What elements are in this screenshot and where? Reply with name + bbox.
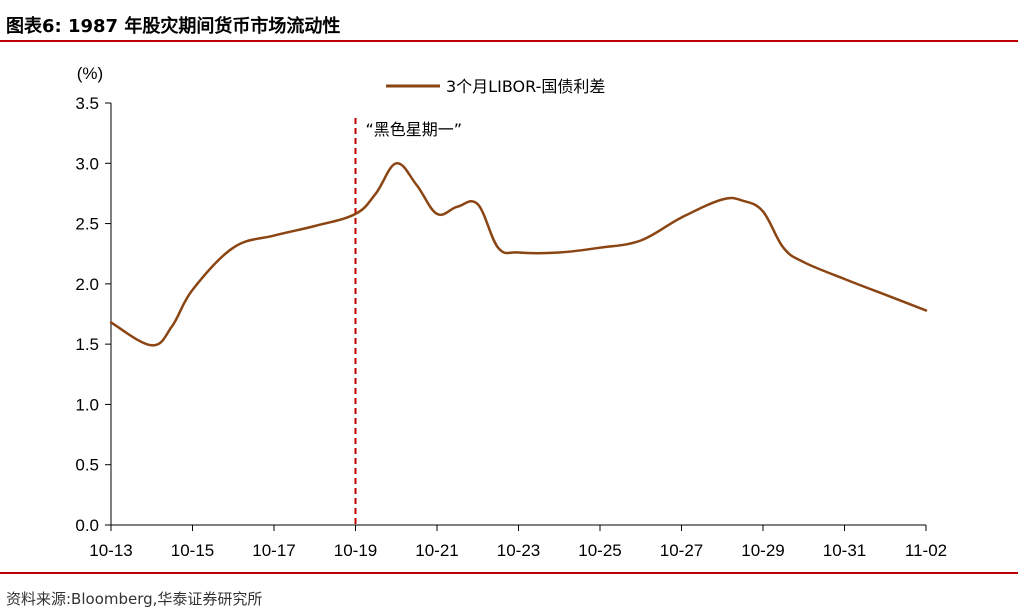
y-tick-label: 0.5 bbox=[75, 456, 99, 475]
x-tick-label: 10-17 bbox=[252, 541, 295, 560]
source-note: 资料来源:Bloomberg,华泰证券研究所 bbox=[6, 590, 263, 608]
x-tick-label: 10-29 bbox=[741, 541, 784, 560]
x-tick-label: 10-15 bbox=[171, 541, 214, 560]
x-tick-label: 10-25 bbox=[578, 541, 621, 560]
y-tick-label: 1.5 bbox=[75, 335, 99, 354]
y-tick-label: 2.0 bbox=[75, 275, 99, 294]
y-tick-label: 3.5 bbox=[75, 94, 99, 113]
y-tick-label: 2.5 bbox=[75, 215, 99, 234]
y-tick-label: 1.0 bbox=[75, 395, 99, 414]
legend: 3个月LIBOR-国债利差 bbox=[386, 77, 605, 96]
y-tick-label: 0.0 bbox=[75, 516, 99, 535]
y-axis-label: (%) bbox=[77, 64, 103, 83]
title-rule bbox=[0, 40, 1018, 42]
x-tick-label: 11-02 bbox=[905, 541, 947, 560]
series-line-libor-spread bbox=[109, 162, 928, 347]
x-tick-label: 10-21 bbox=[415, 541, 458, 560]
black-monday-label: “黑色星期一” bbox=[366, 120, 463, 139]
x-tick-label: 10-31 bbox=[823, 541, 866, 560]
plot-area: “黑色星期一” bbox=[109, 118, 928, 525]
x-tick-label: 10-23 bbox=[497, 541, 540, 560]
legend-label: 3个月LIBOR-国债利差 bbox=[446, 77, 605, 96]
y-tick-label: 3.0 bbox=[75, 154, 99, 173]
footer-rule bbox=[0, 572, 1018, 574]
x-tick-label: 10-19 bbox=[334, 541, 377, 560]
figure-title: 图表6: 1987 年股灾期间货币市场流动性 bbox=[6, 16, 341, 37]
axes: 0.0 0.5 1.0 1.5 2.0 2.5 3.0 3.5 (%) 10-13 10-15 10-… bbox=[75, 64, 947, 560]
x-tick-label: 10-13 bbox=[89, 541, 132, 560]
x-tick-label: 10-27 bbox=[660, 541, 703, 560]
